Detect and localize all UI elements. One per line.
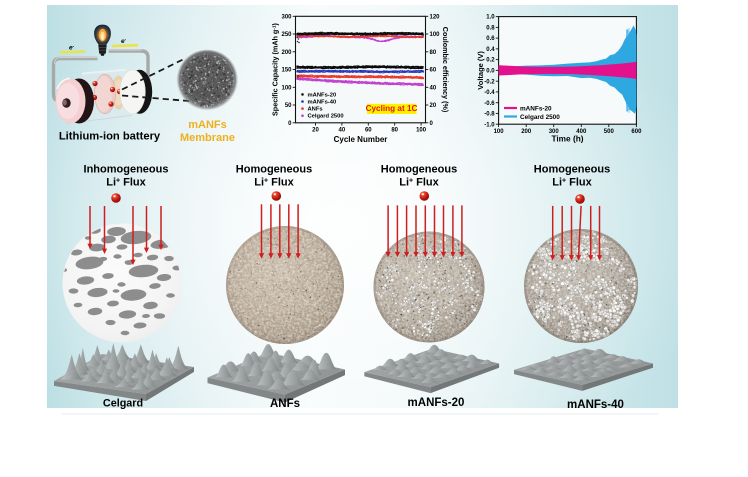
- svg-text:100: 100: [281, 85, 292, 91]
- svg-text:80: 80: [430, 50, 437, 56]
- svg-text:0.0: 0.0: [486, 69, 495, 75]
- svg-text:Lithium-ion battery: Lithium-ion battery: [59, 131, 161, 143]
- svg-text:mANFs-20: mANFs-20: [408, 397, 465, 409]
- svg-text:Voltage (V): Voltage (V): [476, 51, 485, 90]
- svg-text:80: 80: [391, 127, 398, 133]
- svg-text:e-: e-: [121, 37, 127, 45]
- svg-text:mANFs-20: mANFs-20: [308, 92, 337, 98]
- svg-text:mANFs-40: mANFs-40: [567, 399, 624, 411]
- svg-text:0: 0: [288, 121, 292, 127]
- svg-text:40: 40: [430, 85, 437, 91]
- svg-text:0.4: 0.4: [486, 47, 495, 53]
- svg-text:-0.8: -0.8: [484, 112, 495, 118]
- svg-text:-0.4: -0.4: [484, 90, 495, 96]
- svg-text:-0.2: -0.2: [484, 79, 495, 85]
- svg-text:150: 150: [281, 68, 292, 74]
- svg-text:0.6: 0.6: [486, 36, 495, 42]
- svg-text:Li+ Flux: Li+ Flux: [254, 177, 294, 189]
- svg-text:Time (h): Time (h): [551, 134, 583, 144]
- svg-text:Cycle Number: Cycle Number: [334, 135, 388, 144]
- svg-text:Celgard: Celgard: [103, 398, 143, 410]
- svg-text:600: 600: [631, 129, 642, 135]
- svg-text:200: 200: [281, 50, 292, 56]
- svg-text:e-: e-: [69, 43, 75, 51]
- svg-text:0.8: 0.8: [486, 26, 495, 32]
- svg-text:500: 500: [604, 129, 615, 135]
- svg-text:400: 400: [576, 129, 587, 135]
- svg-text:Li+ Flux: Li+ Flux: [106, 177, 146, 189]
- svg-text:ANFs: ANFs: [308, 107, 323, 113]
- svg-text:ANFs: ANFs: [270, 398, 300, 410]
- svg-text:Homogeneous: Homogeneous: [381, 164, 457, 176]
- svg-text:100: 100: [494, 129, 505, 135]
- svg-text:120: 120: [430, 14, 441, 20]
- svg-text:200: 200: [521, 129, 532, 135]
- svg-text:Cycling at 1C: Cycling at 1C: [366, 104, 418, 113]
- svg-text:Specific Capacity (mAh g-1): Specific Capacity (mAh g-1): [271, 22, 280, 116]
- svg-text:mANFs-20: mANFs-20: [520, 105, 552, 112]
- svg-text:100: 100: [416, 127, 427, 133]
- svg-text:Homogeneous: Homogeneous: [236, 164, 312, 176]
- svg-text:20: 20: [312, 127, 319, 133]
- svg-text:60: 60: [365, 127, 372, 133]
- svg-text:Li+ Flux: Li+ Flux: [399, 177, 439, 189]
- svg-text:50: 50: [285, 103, 292, 109]
- svg-text:40: 40: [339, 127, 346, 133]
- svg-text:Homogeneous: Homogeneous: [534, 164, 610, 176]
- svg-text:1.0: 1.0: [486, 15, 495, 21]
- svg-text:300: 300: [549, 129, 560, 135]
- svg-text:mANFs: mANFs: [188, 119, 227, 131]
- svg-text:250: 250: [281, 32, 292, 38]
- svg-text:100: 100: [430, 32, 441, 38]
- svg-text:20: 20: [430, 103, 437, 109]
- svg-text:Membrane: Membrane: [180, 132, 235, 144]
- svg-text:0: 0: [430, 121, 434, 127]
- svg-text:Li+ Flux: Li+ Flux: [552, 177, 592, 189]
- svg-text:-0.6: -0.6: [484, 101, 495, 107]
- svg-text:60: 60: [430, 68, 437, 74]
- svg-text:Inhomogeneous: Inhomogeneous: [84, 164, 169, 176]
- svg-text:-1.0: -1.0: [484, 122, 495, 128]
- svg-text:Celgard 2500: Celgard 2500: [308, 114, 344, 120]
- svg-text:Coulombic efficiency (%): Coulombic efficiency (%): [441, 27, 450, 113]
- svg-text:Celgard 2500: Celgard 2500: [520, 114, 560, 121]
- svg-text:0.2: 0.2: [486, 58, 495, 64]
- svg-text:mANFs-40: mANFs-40: [308, 100, 337, 106]
- svg-text:300: 300: [281, 14, 292, 20]
